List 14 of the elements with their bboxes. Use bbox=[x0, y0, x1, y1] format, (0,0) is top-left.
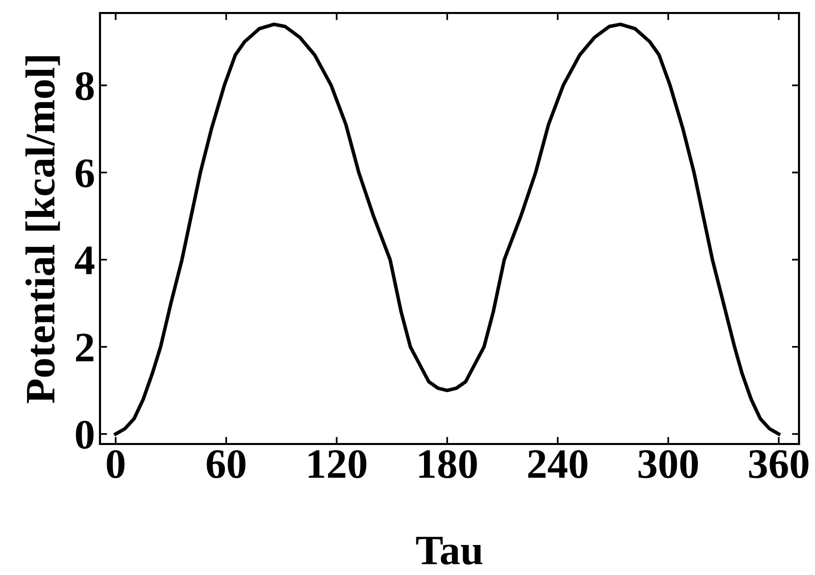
x-tick-label: 240 bbox=[528, 450, 588, 478]
y-tick-label: 0 bbox=[76, 420, 94, 449]
y-tick-label: 6 bbox=[76, 159, 94, 188]
y-tick-label: 4 bbox=[74, 246, 94, 274]
y-axis-title: Potential [kcal/mol] bbox=[25, 56, 60, 404]
x-tick-label: 300 bbox=[638, 450, 698, 478]
y-tick-label: 2 bbox=[76, 334, 94, 362]
x-tick-label: 120 bbox=[308, 450, 366, 478]
y-tick-label: 8 bbox=[76, 72, 94, 100]
x-tick-label: 180 bbox=[419, 450, 477, 478]
x-tick-label: 360 bbox=[749, 450, 808, 478]
x-axis-title: Tau bbox=[416, 536, 482, 565]
x-tick-label: 60 bbox=[206, 450, 246, 478]
x-tick-label: 0 bbox=[106, 450, 124, 478]
